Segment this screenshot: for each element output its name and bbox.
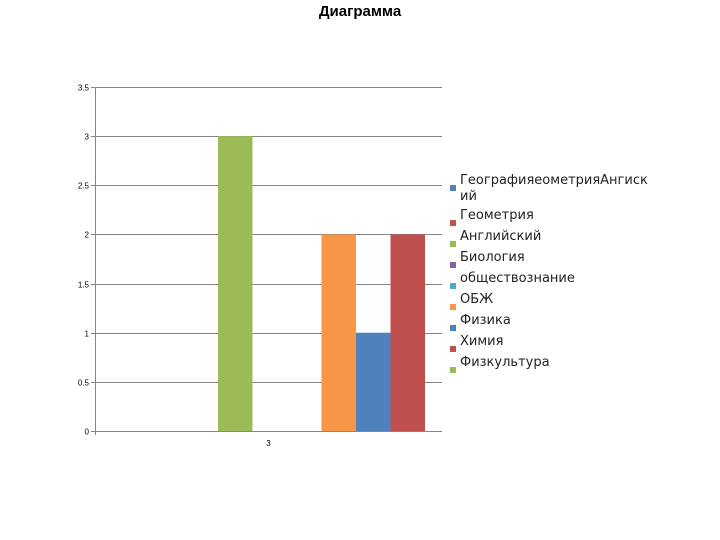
legend-item: ОБЖ	[450, 292, 655, 310]
legend-label: Биология	[460, 250, 525, 265]
legend-label: ГеографияеометрияАнгиский	[460, 173, 648, 204]
legend-swatch	[450, 367, 456, 373]
y-tick-label: 3.5	[78, 84, 90, 93]
legend-label: Геометрия	[460, 208, 534, 223]
legend-swatch	[450, 283, 456, 289]
legend-label: обществознание	[460, 271, 575, 286]
y-tick-label: 0	[85, 428, 90, 437]
x-tick-label: 3	[266, 439, 271, 448]
bar-8	[390, 234, 425, 431]
legend-item: Физика	[450, 313, 655, 331]
y-tick-label: 2	[85, 231, 90, 240]
y-tick-label: 1.5	[78, 281, 90, 290]
legend-swatch	[450, 241, 456, 247]
legend-label: Физкультура	[460, 355, 550, 370]
bar-3	[218, 136, 253, 431]
chart-title: Диаграмма	[318, 3, 402, 20]
legend-label: Английский	[460, 229, 542, 244]
legend-swatch	[450, 346, 456, 352]
y-tick-label: 0.5	[78, 379, 90, 388]
legend-item: Физкультура	[450, 355, 655, 373]
legend-label: Химия	[460, 334, 504, 349]
legend-swatch	[450, 262, 456, 268]
legend-swatch	[450, 304, 456, 310]
legend: ГеографияеометрияАнгиский Геометрия Англий…	[450, 173, 655, 376]
legend-swatch	[450, 325, 456, 331]
y-tick-label: 3	[85, 133, 90, 142]
legend-item: Химия	[450, 334, 655, 352]
legend-item: ГеографияеометрияАнгиский	[450, 173, 655, 205]
legend-item: обществознание	[450, 271, 655, 289]
legend-item: Английский	[450, 229, 655, 247]
legend-item: Биология	[450, 250, 655, 268]
bar-7	[356, 332, 391, 431]
y-tick-label: 2.5	[78, 182, 90, 191]
legend-swatch	[450, 220, 456, 226]
legend-label: Физика	[460, 313, 511, 328]
bars	[218, 136, 425, 431]
y-tick-label: 1	[85, 330, 90, 339]
bar-6	[321, 234, 356, 431]
y-tick-labels: 0 0.5 1 1.5 2 2.5 3 3.5	[78, 84, 90, 437]
legend-item: Геометрия	[450, 208, 655, 226]
x-tick-labels: 3	[266, 439, 271, 448]
legend-label: ОБЖ	[460, 292, 494, 307]
legend-swatch	[450, 185, 456, 191]
